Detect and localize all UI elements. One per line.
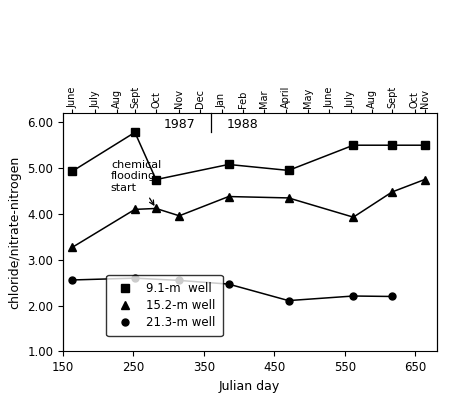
Text: chemical
flooding
start: chemical flooding start bbox=[111, 160, 161, 205]
Text: 1987: 1987 bbox=[163, 118, 195, 131]
X-axis label: Julian day: Julian day bbox=[219, 380, 280, 393]
Y-axis label: chloride/nitrate-nitrogen: chloride/nitrate-nitrogen bbox=[9, 156, 22, 309]
Legend: 9.1-m  well, 15.2-m well, 21.3-m well: 9.1-m well, 15.2-m well, 21.3-m well bbox=[106, 275, 223, 336]
Text: 1988: 1988 bbox=[227, 118, 259, 131]
